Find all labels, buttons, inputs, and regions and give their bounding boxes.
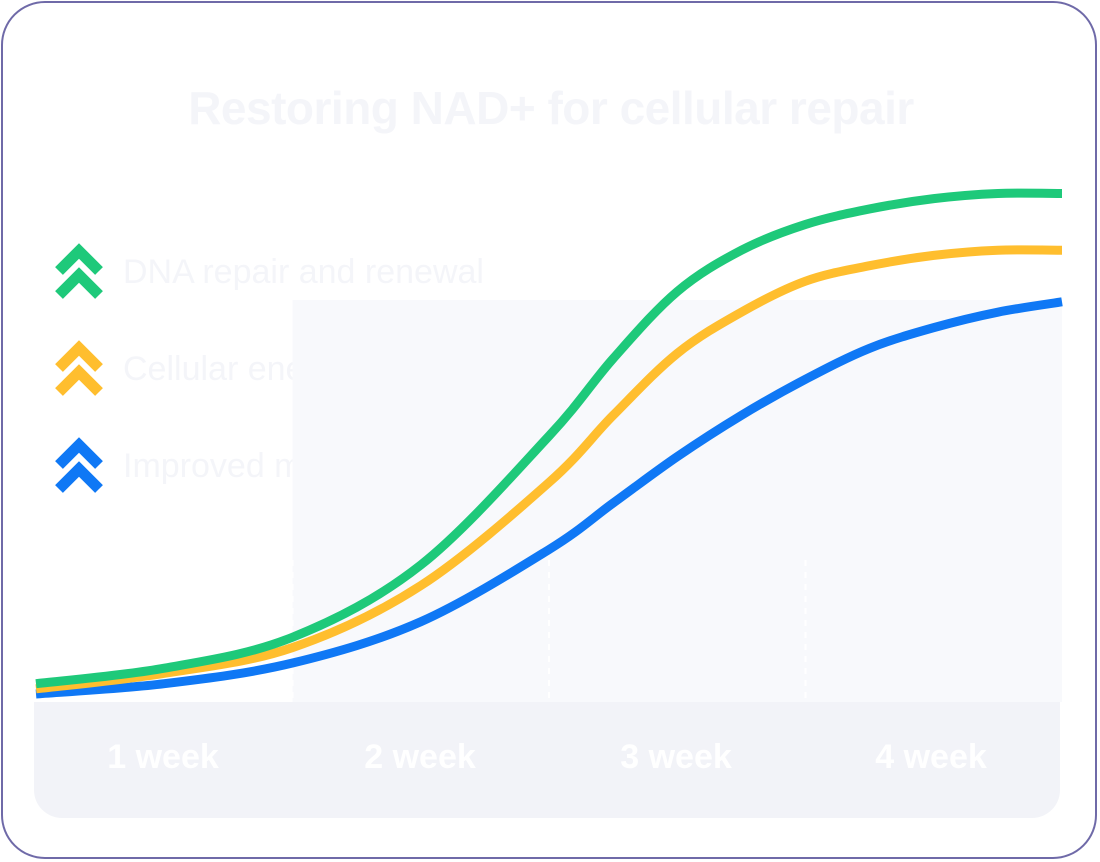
series-line-dna-repair-and-renewal <box>35 188 1063 689</box>
series-line-cellular-energy-levels <box>35 245 1063 694</box>
series-line-improved-mobility <box>35 297 1063 699</box>
x-tick-label: 1 week <box>107 738 219 776</box>
x-tick-label: 4 week <box>875 738 987 776</box>
double-chevron-up-icon <box>55 437 103 493</box>
chart-title: Restoring NAD+ for cellular repair <box>188 82 914 134</box>
double-chevron-up-icon <box>55 340 103 396</box>
x-tick-label: 3 week <box>620 738 732 776</box>
double-chevron-up-icon <box>55 243 103 299</box>
legend-label: DNA repair and renewal <box>123 253 484 291</box>
x-tick-label: 2 week <box>364 738 476 776</box>
plot-area-background <box>292 300 1062 702</box>
x-axis-band <box>34 702 1060 818</box>
